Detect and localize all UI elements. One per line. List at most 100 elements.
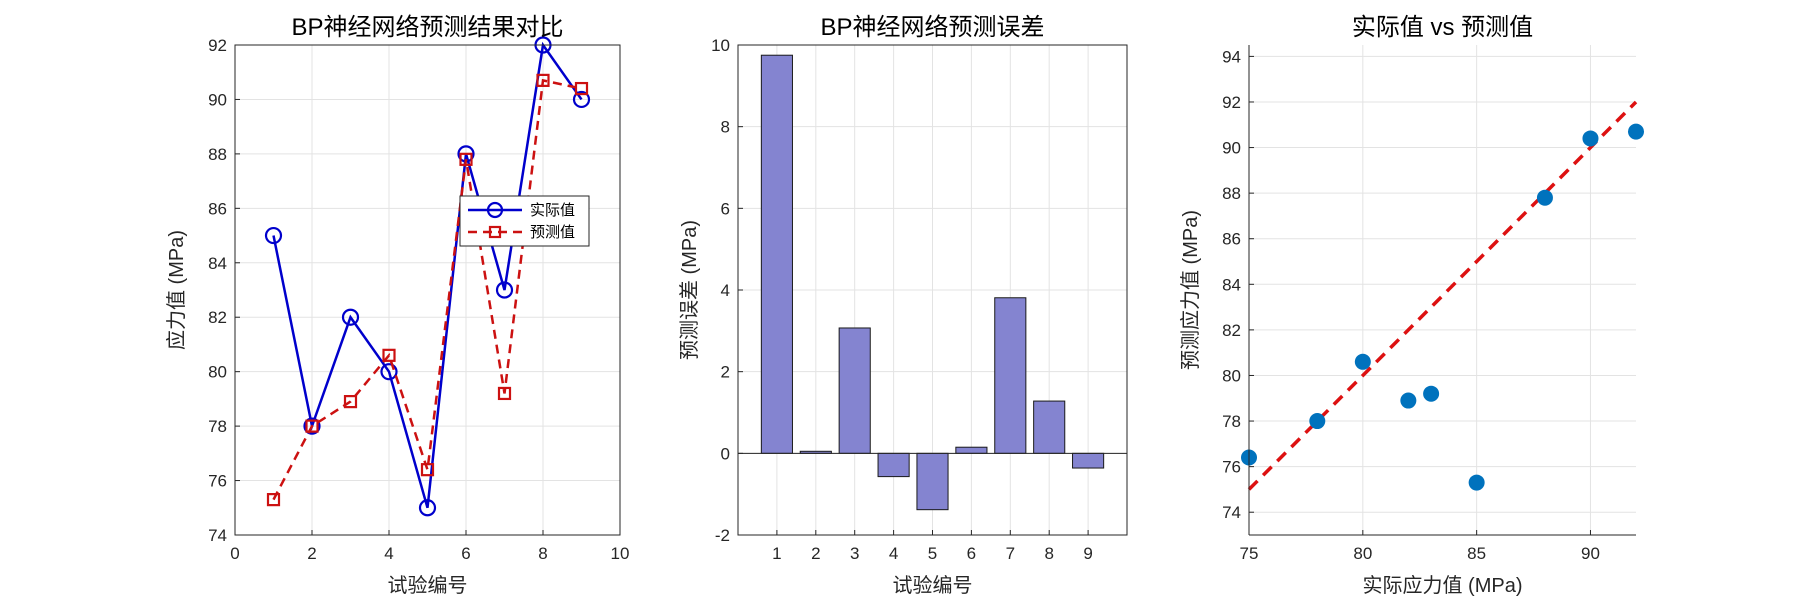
data-point-square: [574, 81, 589, 96]
chart-line-comparison: 0 2 4 6 8 10 74 76 78 80 82 84 86 88 90 92 BP神经网络预测结果对比试…: [165, 14, 629, 597]
y-tick-label: 74: [1222, 503, 1241, 522]
y-tick-label: 86: [208, 199, 227, 218]
data-point-circle: [380, 363, 398, 381]
x-tick-label: 4: [384, 544, 393, 563]
data-point-circle: [495, 281, 514, 299]
legend-box: [459, 195, 590, 247]
y-tick-label: 88: [1222, 184, 1241, 203]
bar: [916, 452, 949, 511]
y-tick-label: -2: [715, 526, 730, 545]
bar: [838, 327, 871, 454]
y-tick-label: 6: [721, 199, 730, 218]
legend-marker: [488, 225, 502, 239]
y-tick-label: 8: [721, 118, 730, 137]
y-tick-label: 94: [1222, 47, 1241, 66]
y-tick-label: 82: [1222, 321, 1241, 340]
data-point-square: [382, 348, 396, 362]
data-point-square: [536, 73, 550, 87]
scatter-point: [1354, 353, 1371, 370]
data-point-square: [266, 493, 281, 507]
y-tick-label: 78: [208, 417, 227, 436]
x-tick-label: 0: [230, 544, 239, 563]
series-line: [272, 41, 583, 509]
y-axis-label: 预测误差 (MPa): [678, 220, 701, 360]
x-tick-label: 8: [538, 544, 547, 563]
series-line: [272, 78, 582, 501]
y-tick-label: 0: [721, 444, 730, 463]
y-tick-label: 10: [711, 36, 730, 55]
y-tick-label: 92: [208, 36, 227, 55]
x-axis-label: 试验编号: [893, 574, 973, 597]
scatter-point: [1423, 385, 1440, 402]
data-point-square: [343, 395, 358, 409]
legend-label: 预测值: [530, 224, 575, 241]
chart-title: BP神经网络预测结果对比: [291, 14, 563, 41]
series-actual: [264, 36, 591, 517]
y-tick-label: 78: [1222, 412, 1241, 431]
data-point-circle: [264, 226, 283, 245]
x-tick-label: 8: [1044, 544, 1053, 563]
plot-area: [235, 45, 620, 535]
x-axis-label: 试验编号: [388, 574, 468, 597]
axes-box: [234, 44, 621, 536]
scatter-point: [1400, 392, 1417, 409]
y-tick-label: 74: [208, 526, 227, 545]
y-tick-label: 84: [208, 254, 227, 273]
scatter-point: [1582, 130, 1599, 147]
scatter-point: [1536, 189, 1553, 206]
y-tick-label: 76: [1222, 458, 1241, 477]
y-tick-label: 92: [1222, 93, 1241, 112]
y-tick-label: 4: [721, 281, 730, 300]
y-tick-label: 2: [721, 363, 730, 382]
data-point-circle: [303, 417, 321, 435]
y-tick-label: 80: [208, 363, 227, 382]
bar: [955, 446, 988, 454]
legend-marker: [486, 201, 504, 219]
bar: [1072, 452, 1105, 469]
x-tick-label: 75: [1240, 544, 1259, 563]
x-tick-label: 10: [611, 544, 630, 563]
scatter-point: [1468, 474, 1485, 491]
bar: [1033, 400, 1066, 454]
y-tick-label: 86: [1222, 230, 1241, 249]
y-axis-label: 预测应力值 (MPa): [1179, 210, 1202, 370]
chart-title: 实际值 vs 预测值: [1352, 14, 1533, 41]
chart-scatter-actual-vs-predicted: 75 80 85 90 74 76 78 80 82 84 86 88 90 92 94 实际值 vs 预测值…: [1179, 14, 1644, 597]
y-tick-label: 76: [208, 472, 227, 491]
data-point-circle: [341, 308, 360, 326]
x-tick-label: 5: [928, 544, 937, 563]
data-point-circle: [418, 499, 437, 517]
x-tick-label: 7: [1006, 544, 1015, 563]
data-point-square: [497, 386, 512, 401]
y-tick-label: 90: [1222, 139, 1241, 158]
y-tick-label: 90: [208, 90, 227, 109]
x-tick-label: 2: [811, 544, 820, 563]
bar: [877, 452, 910, 478]
x-tick-label: 80: [1353, 544, 1372, 563]
legend-label: 实际值: [530, 202, 575, 219]
x-tick-label: 1: [772, 544, 781, 563]
x-tick-label: 6: [967, 544, 976, 563]
chart-title: BP神经网络预测误差: [820, 14, 1044, 41]
scatter-point: [1309, 413, 1326, 430]
x-tick-label: 3: [850, 544, 859, 563]
data-point-square: [459, 152, 473, 166]
x-tick-label: 9: [1083, 544, 1092, 563]
y-tick-label: 80: [1222, 366, 1241, 385]
bar: [760, 54, 793, 454]
y-tick-label: 88: [208, 145, 227, 164]
y-tick-label: 84: [1222, 275, 1241, 294]
x-axis-label: 实际应力值 (MPa): [1363, 574, 1523, 597]
scatter-point: [1628, 123, 1644, 140]
bar: [994, 297, 1027, 454]
data-point-square: [420, 463, 435, 477]
x-tick-label: 4: [889, 544, 898, 563]
x-tick-label: 90: [1581, 544, 1600, 563]
data-point-square: [305, 419, 319, 433]
data-point-circle: [572, 90, 591, 109]
y-tick-label: 82: [208, 308, 227, 327]
x-tick-label: 85: [1467, 544, 1486, 563]
